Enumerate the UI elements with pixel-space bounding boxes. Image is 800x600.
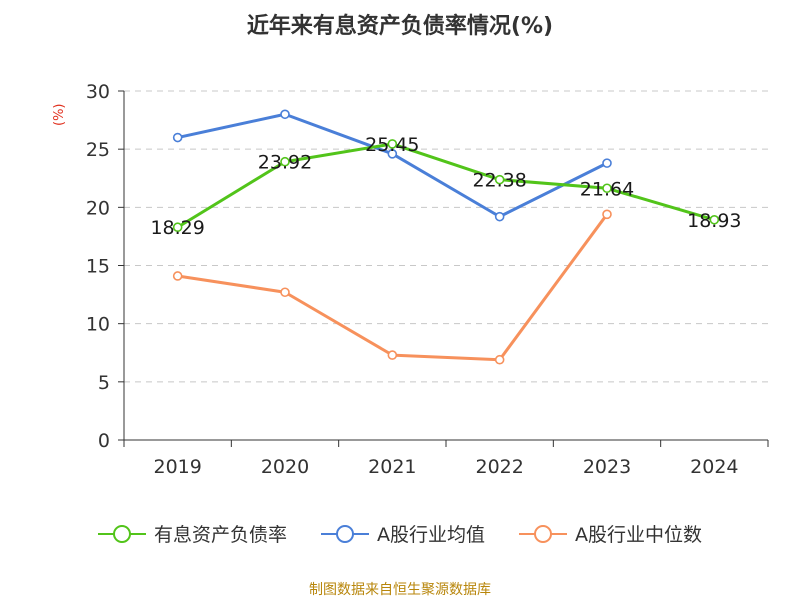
data-label-2023: 21.64 (580, 178, 634, 200)
legend-marker-series-1 (321, 524, 369, 543)
x-tick-label-2022: 2022 (475, 456, 523, 478)
y-tick-label-15: 15 (86, 256, 110, 278)
y-tick-label-30: 30 (86, 81, 110, 103)
axes: 0 5 10 15 20 25 30 2019 2020 2021 2022 2023 2024 (86, 81, 769, 478)
data-labels: 18.29 23.92 25.45 22.38 21.64 18.93 (150, 134, 741, 239)
series-1-point-2019 (172, 132, 183, 143)
series-2-point-2022 (494, 354, 505, 365)
legend: 有息资产负债率 A股行业均值 A股行业中位数 (0, 520, 800, 547)
series-line-2 (177, 213, 609, 362)
series-2-point-2021 (387, 350, 398, 360)
y-tick-label-10: 10 (86, 314, 110, 336)
series-1-point-2020 (280, 109, 290, 120)
data-label-2019: 18.29 (150, 217, 204, 239)
series-2-point-2023 (602, 209, 612, 220)
legend-label-series-0: 有息资产负债率 (153, 524, 287, 546)
data-label-2021: 25.45 (365, 134, 419, 156)
legend-item-series-1[interactable]: A股行业均值 (321, 520, 485, 547)
series-0-point-2022 (494, 174, 505, 185)
series-line-0 (176, 142, 715, 229)
y-tick-label-25: 25 (86, 139, 110, 161)
series-lines (172, 109, 720, 365)
data-label-2020: 23.92 (258, 152, 312, 174)
legend-marker-series-2 (519, 524, 567, 543)
chart-title: 近年来有息资产负债率情况(%) (246, 14, 554, 39)
series-1-point-2023 (602, 158, 612, 168)
series-2-point-2019 (172, 271, 183, 281)
legend-label-series-2: A股行业中位数 (575, 524, 702, 546)
series-0-point-2024 (709, 214, 720, 225)
y-tick-label-0: 0 (98, 430, 110, 452)
series-0-point-2023 (602, 183, 612, 194)
x-tick-label-2023: 2023 (583, 456, 631, 478)
x-tick-label-2019: 2019 (153, 456, 201, 478)
legend-label-series-1: A股行业均值 (377, 524, 485, 546)
series-line-1 (177, 112, 608, 219)
y-tick-label-5: 5 (98, 372, 110, 394)
x-tick-label-2021: 2021 (368, 456, 416, 478)
legend-marker-series-0 (97, 524, 146, 543)
data-label-2024: 18.93 (687, 210, 741, 232)
data-source-note: 制图数据来自恒生聚源数据库 (309, 582, 491, 598)
series-2-point-2020 (280, 287, 290, 298)
series-0-point-2021 (387, 139, 398, 149)
legend-item-series-0[interactable]: 有息资产负债率 (97, 520, 287, 547)
x-tick-label-2020: 2020 (261, 456, 309, 478)
data-label-2022: 22.38 (472, 170, 526, 192)
gridlines (124, 90, 768, 383)
series-1-point-2021 (387, 149, 398, 159)
legend-item-series-2[interactable]: A股行业中位数 (519, 520, 702, 547)
y-tick-label-20: 20 (86, 197, 110, 219)
series-0-point-2019 (172, 222, 183, 233)
series-0-point-2020 (280, 156, 290, 167)
series-1-point-2022 (494, 211, 505, 222)
x-tick-label-2024: 2024 (690, 456, 738, 478)
